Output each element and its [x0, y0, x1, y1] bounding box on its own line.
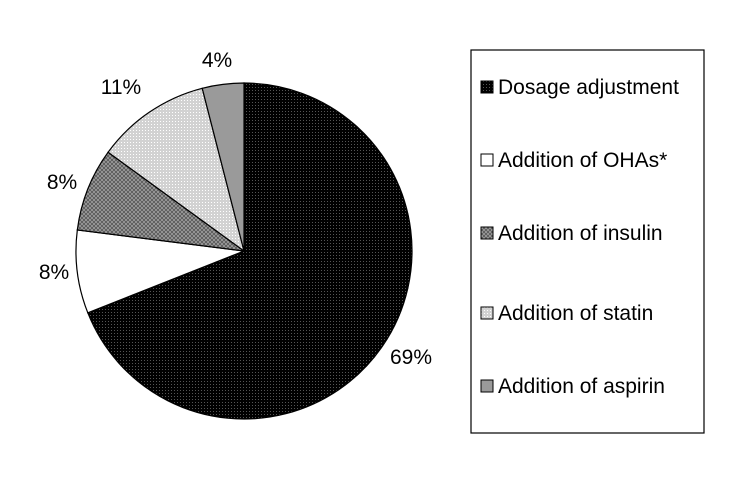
legend-swatch-addition-of-insulin — [480, 226, 494, 240]
legend-swatch-addition-of-statin — [480, 306, 494, 320]
data-label-addition-of-insulin: 8% — [47, 171, 77, 194]
pie-data-labels: 69% 8% 8% 11% 4% — [39, 49, 432, 369]
pie-slices — [75, 82, 413, 420]
legend-frame — [470, 49, 705, 434]
legend-label-addition-of-aspirin: Addition of aspirin — [498, 375, 665, 398]
data-label-addition-of-ohas: 8% — [39, 261, 69, 284]
legend-swatch-addition-of-ohas — [480, 153, 494, 167]
slice-dosage-adjustment — [87, 82, 413, 420]
data-label-dosage-adjustment: 69% — [390, 346, 432, 369]
legend-label-addition-of-ohas: Addition of OHAs* — [498, 149, 667, 172]
legend-label-dosage-adjustment: Dosage adjustment — [498, 76, 679, 99]
slice-addition-of-statin — [107, 87, 245, 253]
legend-label-addition-of-insulin: Addition of insulin — [498, 222, 663, 245]
data-label-addition-of-statin: 11% — [101, 76, 141, 99]
slice-addition-of-aspirin — [201, 82, 245, 252]
legend-swatch-addition-of-aspirin — [480, 379, 494, 393]
legend: Dosage adjustment Addition of OHAs* Additi… — [470, 49, 705, 434]
data-label-addition-of-aspirin: 4% — [202, 49, 232, 72]
legend-label-addition-of-statin: Addition of statin — [498, 302, 653, 325]
legend-swatch-dosage-adjustment — [480, 80, 494, 94]
